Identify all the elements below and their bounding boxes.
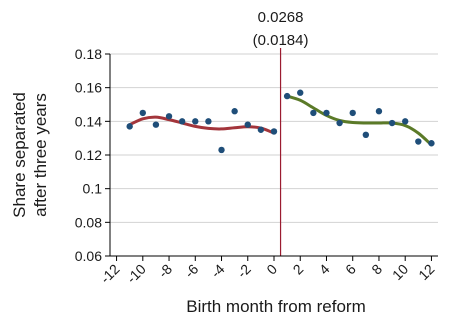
x-tick-label: -2 (234, 261, 254, 281)
data-point (428, 140, 435, 147)
data-points (126, 89, 435, 154)
data-point (231, 108, 238, 115)
annotation-estimate: 0.0268 (258, 9, 304, 26)
data-point (336, 119, 343, 127)
y-tick-label: 0.08 (75, 214, 102, 230)
data-point (323, 109, 330, 117)
x-tick-label: 8 (368, 261, 385, 278)
x-tick-label: 2 (290, 261, 307, 278)
x-tick-label: -12 (97, 261, 123, 287)
y-tick-label: 0.12 (75, 147, 102, 163)
data-point (205, 118, 212, 125)
x-tick-label: -4 (208, 261, 228, 281)
y-tick-label: 0.14 (75, 113, 102, 129)
x-tick-label: 10 (389, 261, 411, 283)
data-point (126, 123, 133, 130)
data-point (257, 126, 265, 133)
data-point (218, 146, 225, 154)
data-point (297, 89, 304, 96)
gridlines (110, 53, 438, 257)
data-point (402, 118, 409, 125)
x-tick-label: 12 (415, 261, 437, 283)
data-point (270, 128, 278, 135)
data-point (310, 109, 317, 117)
data-point (152, 121, 160, 128)
y-tick-label: 0.18 (75, 46, 102, 62)
x-tick-label: -10 (123, 261, 149, 287)
axes (105, 53, 438, 261)
data-point (349, 109, 356, 117)
x-tick-label: 0 (263, 261, 280, 278)
x-tick-label: 6 (342, 261, 359, 278)
y-tick-label: 0.1 (83, 181, 103, 197)
x-tick-label: -6 (181, 261, 201, 281)
data-point (139, 109, 146, 117)
data-point (375, 108, 383, 115)
data-point (178, 118, 186, 125)
data-point (362, 131, 370, 138)
x-tick-label: -8 (155, 261, 175, 281)
data-point (165, 113, 173, 120)
data-point (388, 119, 396, 127)
y-tick-labels: 0.06 0.08 0.1 0.12 0.14 0.16 0.18 (75, 46, 102, 264)
data-point (244, 121, 251, 128)
x-axis-title: Birth month from reform (186, 297, 366, 316)
y-tick-label: 0.16 (75, 80, 102, 96)
y-tick-label: 0.06 (75, 248, 102, 264)
annotation-std-error: (0.0184) (253, 32, 309, 49)
data-point (283, 92, 291, 100)
x-tick-label: 4 (316, 261, 333, 278)
fit-line-right (285, 94, 433, 147)
data-point (192, 118, 199, 125)
y-axis-title-line-2: after three years (31, 93, 50, 217)
x-tick-labels: -12 -10 -8 -6 -4 -2 0 2 4 6 8 10 12 (97, 261, 438, 287)
y-axis-title-line-1: Share separated (10, 92, 29, 218)
data-point (415, 138, 422, 145)
fit-line-left (128, 115, 276, 135)
